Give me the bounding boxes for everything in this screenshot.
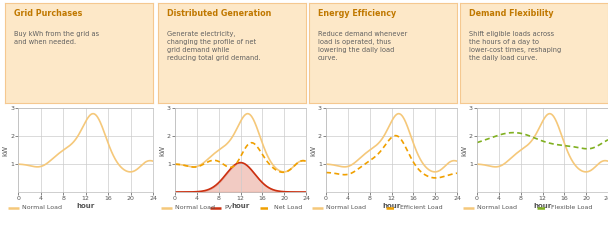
X-axis label: hour: hour <box>232 202 250 209</box>
Text: Normal Load: Normal Load <box>175 205 215 210</box>
Text: Net Load: Net Load <box>274 205 302 210</box>
Y-axis label: kW: kW <box>461 144 468 155</box>
Text: Buy kWh from the grid as
and when needed.: Buy kWh from the grid as and when needed… <box>14 31 99 45</box>
X-axis label: hour: hour <box>533 202 551 209</box>
Text: Normal Load: Normal Load <box>326 205 366 210</box>
Text: Normal Load: Normal Load <box>22 205 62 210</box>
Text: Energy Efficiency: Energy Efficiency <box>318 9 396 18</box>
Text: Generate electricity,
changing the profile of net
grid demand while
reducing tot: Generate electricity, changing the profi… <box>167 31 260 61</box>
Text: Distributed Generation: Distributed Generation <box>167 9 271 18</box>
Y-axis label: kW: kW <box>3 144 9 155</box>
Y-axis label: kW: kW <box>159 144 165 155</box>
Text: Grid Purchases: Grid Purchases <box>14 9 82 18</box>
Text: Reduce demand whenever
load is operated, thus
lowering the daily load
curve.: Reduce demand whenever load is operated,… <box>318 31 407 61</box>
Text: Normal Load: Normal Load <box>477 205 517 210</box>
Text: Flexible Load: Flexible Load <box>551 205 592 210</box>
Text: Demand Flexibility: Demand Flexibility <box>469 9 553 18</box>
Text: PV: PV <box>224 205 232 210</box>
Text: Efficient Load: Efficient Load <box>400 205 443 210</box>
X-axis label: hour: hour <box>382 202 401 209</box>
Y-axis label: kW: kW <box>311 144 317 155</box>
X-axis label: hour: hour <box>77 202 95 209</box>
Text: Shift eligible loads across
the hours of a day to
lower-cost times, reshaping
th: Shift eligible loads across the hours of… <box>469 31 561 61</box>
